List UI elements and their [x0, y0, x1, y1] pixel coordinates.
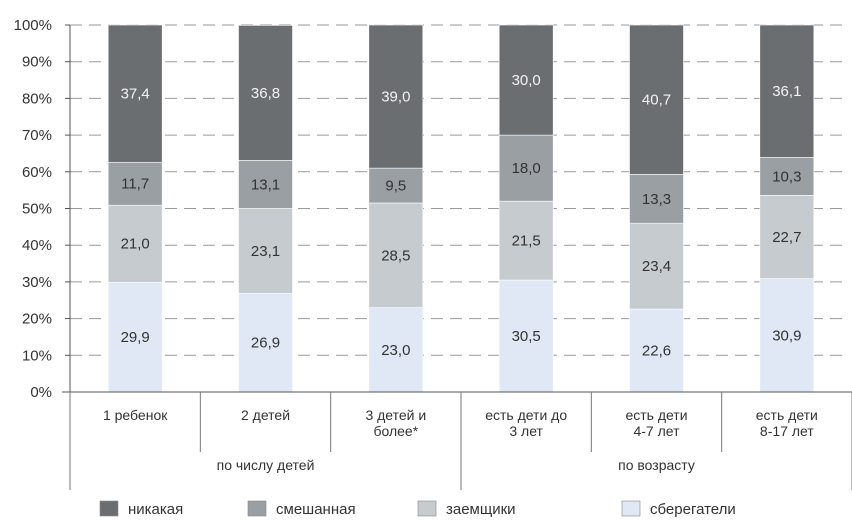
bar-segment-никакая	[368, 24, 424, 169]
bar-segment-никакая	[498, 24, 554, 136]
x-category-label: 1 ребенок	[103, 407, 168, 423]
bar-segment-сберегатели	[238, 292, 293, 393]
bar-segment-сберегатели	[107, 281, 163, 393]
gridlines	[70, 24, 846, 356]
axes: 0% 10% 20% 30% 40% 50% 60% 70% 80% 90% 100% 1 ребен…	[14, 17, 852, 490]
data-label: 36,1	[772, 83, 801, 100]
data-label: 30,9	[772, 327, 801, 344]
data-label: 29,9	[121, 329, 150, 346]
data-label: 28,5	[381, 247, 410, 264]
data-label: 37,4	[121, 86, 150, 103]
bar-segment-смешанная	[629, 174, 684, 224]
bar-segment-никакая	[238, 25, 293, 161]
data-label: 23,0	[381, 342, 410, 359]
legend: никакая смешанная заемщики сберегатели	[99, 500, 736, 518]
data-label: 36,8	[251, 85, 280, 102]
data-label: 39,0	[381, 89, 410, 106]
bar-segment-никакая	[107, 24, 163, 163]
data-label: 13,1	[251, 176, 280, 193]
x-group-label: по возрасту	[618, 457, 695, 473]
bar-segment-сберегатели	[368, 307, 424, 393]
legend-label: смешанная	[276, 501, 356, 518]
legend-label: никакая	[128, 501, 183, 518]
x-category-label: 3 детей и более*	[365, 407, 426, 439]
legend-swatch	[99, 500, 119, 517]
bar-segment-смешанная	[759, 157, 815, 196]
data-labels: 29,9 21,0 11,7 37,4 26,9 23,1 13,1 36,8 23,0 28,5…	[121, 72, 802, 359]
x-category-label: есть дети 8-17 лет	[756, 407, 818, 439]
data-label: 40,7	[642, 92, 671, 109]
bar-segment-заемщики	[238, 208, 293, 294]
legend-label: сберегатели	[650, 501, 736, 518]
bar-segment-заемщики	[368, 202, 424, 308]
data-label: 11,7	[121, 176, 149, 193]
y-tick-label: 40%	[22, 237, 52, 254]
data-label: 23,1	[251, 243, 280, 260]
x-category-label: 2 детей	[241, 407, 290, 423]
bars	[107, 24, 815, 393]
data-label: 10,3	[772, 168, 801, 185]
y-tick-label: 10%	[22, 347, 52, 364]
bar-segment-никакая	[759, 24, 815, 158]
data-label: 9,5	[385, 178, 406, 195]
legend-label: заемщики	[446, 501, 516, 518]
x-group-label: по числу детей	[217, 457, 315, 473]
y-tick-label: 100%	[14, 17, 52, 34]
data-label: 30,5	[512, 328, 541, 345]
bar-segment-заемщики	[759, 194, 815, 279]
legend-swatch	[621, 500, 641, 517]
data-label: 21,0	[121, 236, 150, 253]
bar-segment-смешанная	[107, 161, 163, 206]
y-tick-label: 90%	[22, 54, 52, 71]
y-tick-label: 70%	[22, 127, 52, 144]
legend-swatch	[247, 500, 267, 517]
data-label: 13,3	[642, 191, 671, 208]
y-tick-label: 80%	[22, 90, 52, 107]
y-tick-label: 0%	[30, 384, 52, 401]
data-label: 23,4	[642, 258, 671, 275]
data-label: 22,6	[642, 343, 671, 360]
x-category-label: есть дети до 3 лет	[485, 407, 567, 439]
data-label: 30,0	[512, 72, 541, 89]
y-tick-label: 50%	[22, 201, 52, 218]
x-category-label: есть дети 4-7 лет	[625, 407, 687, 439]
data-label: 26,9	[251, 335, 280, 352]
bar-segment-заемщики	[107, 204, 163, 283]
bar-segment-смешанная	[368, 167, 424, 204]
bar-segment-сберегатели	[498, 279, 554, 393]
y-tick-label: 60%	[22, 164, 52, 181]
data-label: 18,0	[512, 160, 541, 177]
y-tick-label: 20%	[22, 311, 52, 328]
bar-segment-сберегатели	[629, 308, 684, 393]
y-tick-label: 30%	[22, 274, 52, 291]
bar-segment-сберегатели	[759, 278, 815, 393]
bar-segment-заемщики	[629, 222, 684, 310]
bar-segment-заемщики	[498, 200, 554, 281]
legend-swatch	[417, 500, 437, 517]
bar-segment-никакая	[629, 24, 684, 175]
data-label: 21,5	[512, 233, 541, 250]
data-label: 22,7	[772, 229, 801, 246]
